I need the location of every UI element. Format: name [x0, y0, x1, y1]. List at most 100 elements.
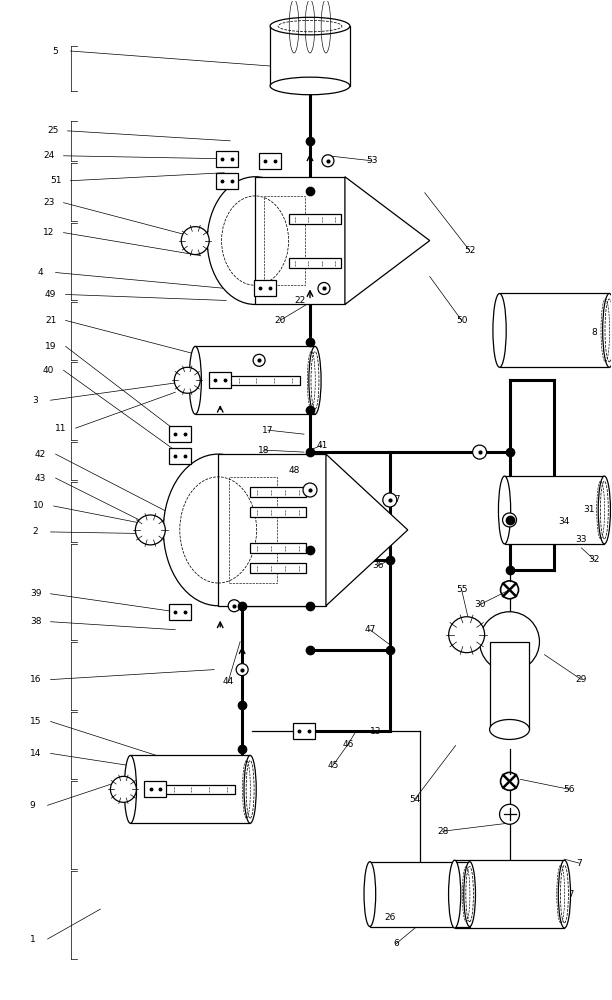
Text: 27: 27 [564, 890, 575, 899]
Bar [455, 860, 564, 928]
Text: 11: 11 [55, 424, 66, 433]
Text: 52: 52 [464, 246, 476, 255]
Ellipse shape [490, 720, 529, 739]
Ellipse shape [493, 293, 506, 367]
Text: 24: 24 [43, 151, 54, 160]
Circle shape [253, 354, 265, 366]
Bar [293, 723, 315, 739]
Text: 21: 21 [45, 316, 56, 325]
Text: 34: 34 [559, 517, 570, 526]
Ellipse shape [244, 755, 256, 823]
Bar [270, 26, 350, 86]
Bar [250, 487, 306, 497]
Circle shape [472, 445, 487, 459]
Bar [230, 376, 300, 385]
Bar [170, 448, 192, 464]
Bar [195, 346, 315, 414]
Text: 30: 30 [474, 600, 485, 609]
Text: 51: 51 [50, 176, 61, 185]
Text: 8: 8 [591, 328, 597, 337]
Text: 38: 38 [30, 617, 42, 626]
Text: 26: 26 [384, 913, 395, 922]
Text: 49: 49 [45, 290, 56, 299]
Circle shape [383, 493, 397, 507]
Circle shape [318, 282, 330, 294]
Text: 54: 54 [409, 795, 420, 804]
Polygon shape [326, 454, 408, 606]
Bar [170, 426, 192, 442]
Ellipse shape [498, 476, 510, 544]
Text: 10: 10 [33, 501, 44, 510]
Bar [209, 372, 231, 388]
Text: 50: 50 [456, 316, 468, 325]
Text: 1: 1 [30, 935, 35, 944]
Bar [216, 173, 238, 189]
Ellipse shape [163, 454, 273, 606]
Text: 43: 43 [35, 474, 47, 483]
Text: 4: 4 [38, 268, 43, 277]
Ellipse shape [364, 862, 376, 927]
Bar [370, 862, 469, 927]
Ellipse shape [309, 346, 321, 414]
Bar [218, 454, 326, 606]
Text: 45: 45 [327, 761, 338, 770]
Bar [250, 563, 306, 573]
Text: 28: 28 [437, 827, 449, 836]
Text: 36: 36 [372, 561, 384, 570]
Text: 5: 5 [53, 47, 58, 56]
Text: 22: 22 [294, 296, 305, 305]
Text: 56: 56 [564, 785, 575, 794]
Ellipse shape [207, 177, 303, 304]
Text: 6: 6 [393, 939, 398, 948]
Text: 15: 15 [30, 717, 42, 726]
Circle shape [236, 664, 248, 676]
Ellipse shape [124, 755, 136, 823]
Text: 46: 46 [342, 740, 354, 749]
Circle shape [322, 155, 334, 167]
Text: 19: 19 [45, 342, 56, 351]
Polygon shape [345, 177, 430, 304]
Ellipse shape [558, 860, 570, 928]
Text: 2: 2 [33, 527, 39, 536]
Bar [255, 177, 345, 304]
Text: 35: 35 [244, 803, 256, 812]
Bar [165, 785, 235, 794]
Text: 25: 25 [47, 126, 58, 135]
Ellipse shape [270, 77, 350, 95]
Text: 42: 42 [35, 450, 47, 459]
Bar [229, 477, 277, 583]
Bar [170, 604, 192, 620]
Text: 53: 53 [366, 156, 378, 165]
Text: 13: 13 [370, 727, 382, 736]
Bar [216, 151, 238, 167]
Circle shape [480, 612, 539, 672]
Ellipse shape [270, 17, 350, 35]
Bar [289, 214, 341, 224]
Bar [490, 642, 529, 729]
Bar [130, 755, 250, 823]
Text: 31: 31 [584, 505, 595, 514]
Text: 16: 16 [30, 675, 42, 684]
Text: 55: 55 [456, 585, 468, 594]
Circle shape [502, 513, 517, 527]
Text: 29: 29 [576, 675, 587, 684]
Circle shape [449, 617, 485, 653]
Circle shape [499, 804, 520, 824]
Bar [250, 543, 306, 553]
Text: 48: 48 [288, 466, 300, 475]
Text: 39: 39 [30, 589, 42, 598]
Text: 12: 12 [43, 228, 54, 237]
Bar [259, 153, 281, 169]
Text: 7: 7 [577, 859, 582, 868]
Bar [504, 476, 604, 544]
Text: 17: 17 [263, 426, 274, 435]
Bar [254, 280, 276, 296]
Bar [250, 507, 306, 517]
Bar [144, 781, 166, 797]
Text: 9: 9 [30, 801, 35, 810]
Text: 14: 14 [30, 749, 41, 758]
Text: 40: 40 [43, 366, 54, 375]
Circle shape [110, 776, 136, 802]
Text: 32: 32 [589, 555, 600, 564]
Text: 44: 44 [223, 677, 234, 686]
